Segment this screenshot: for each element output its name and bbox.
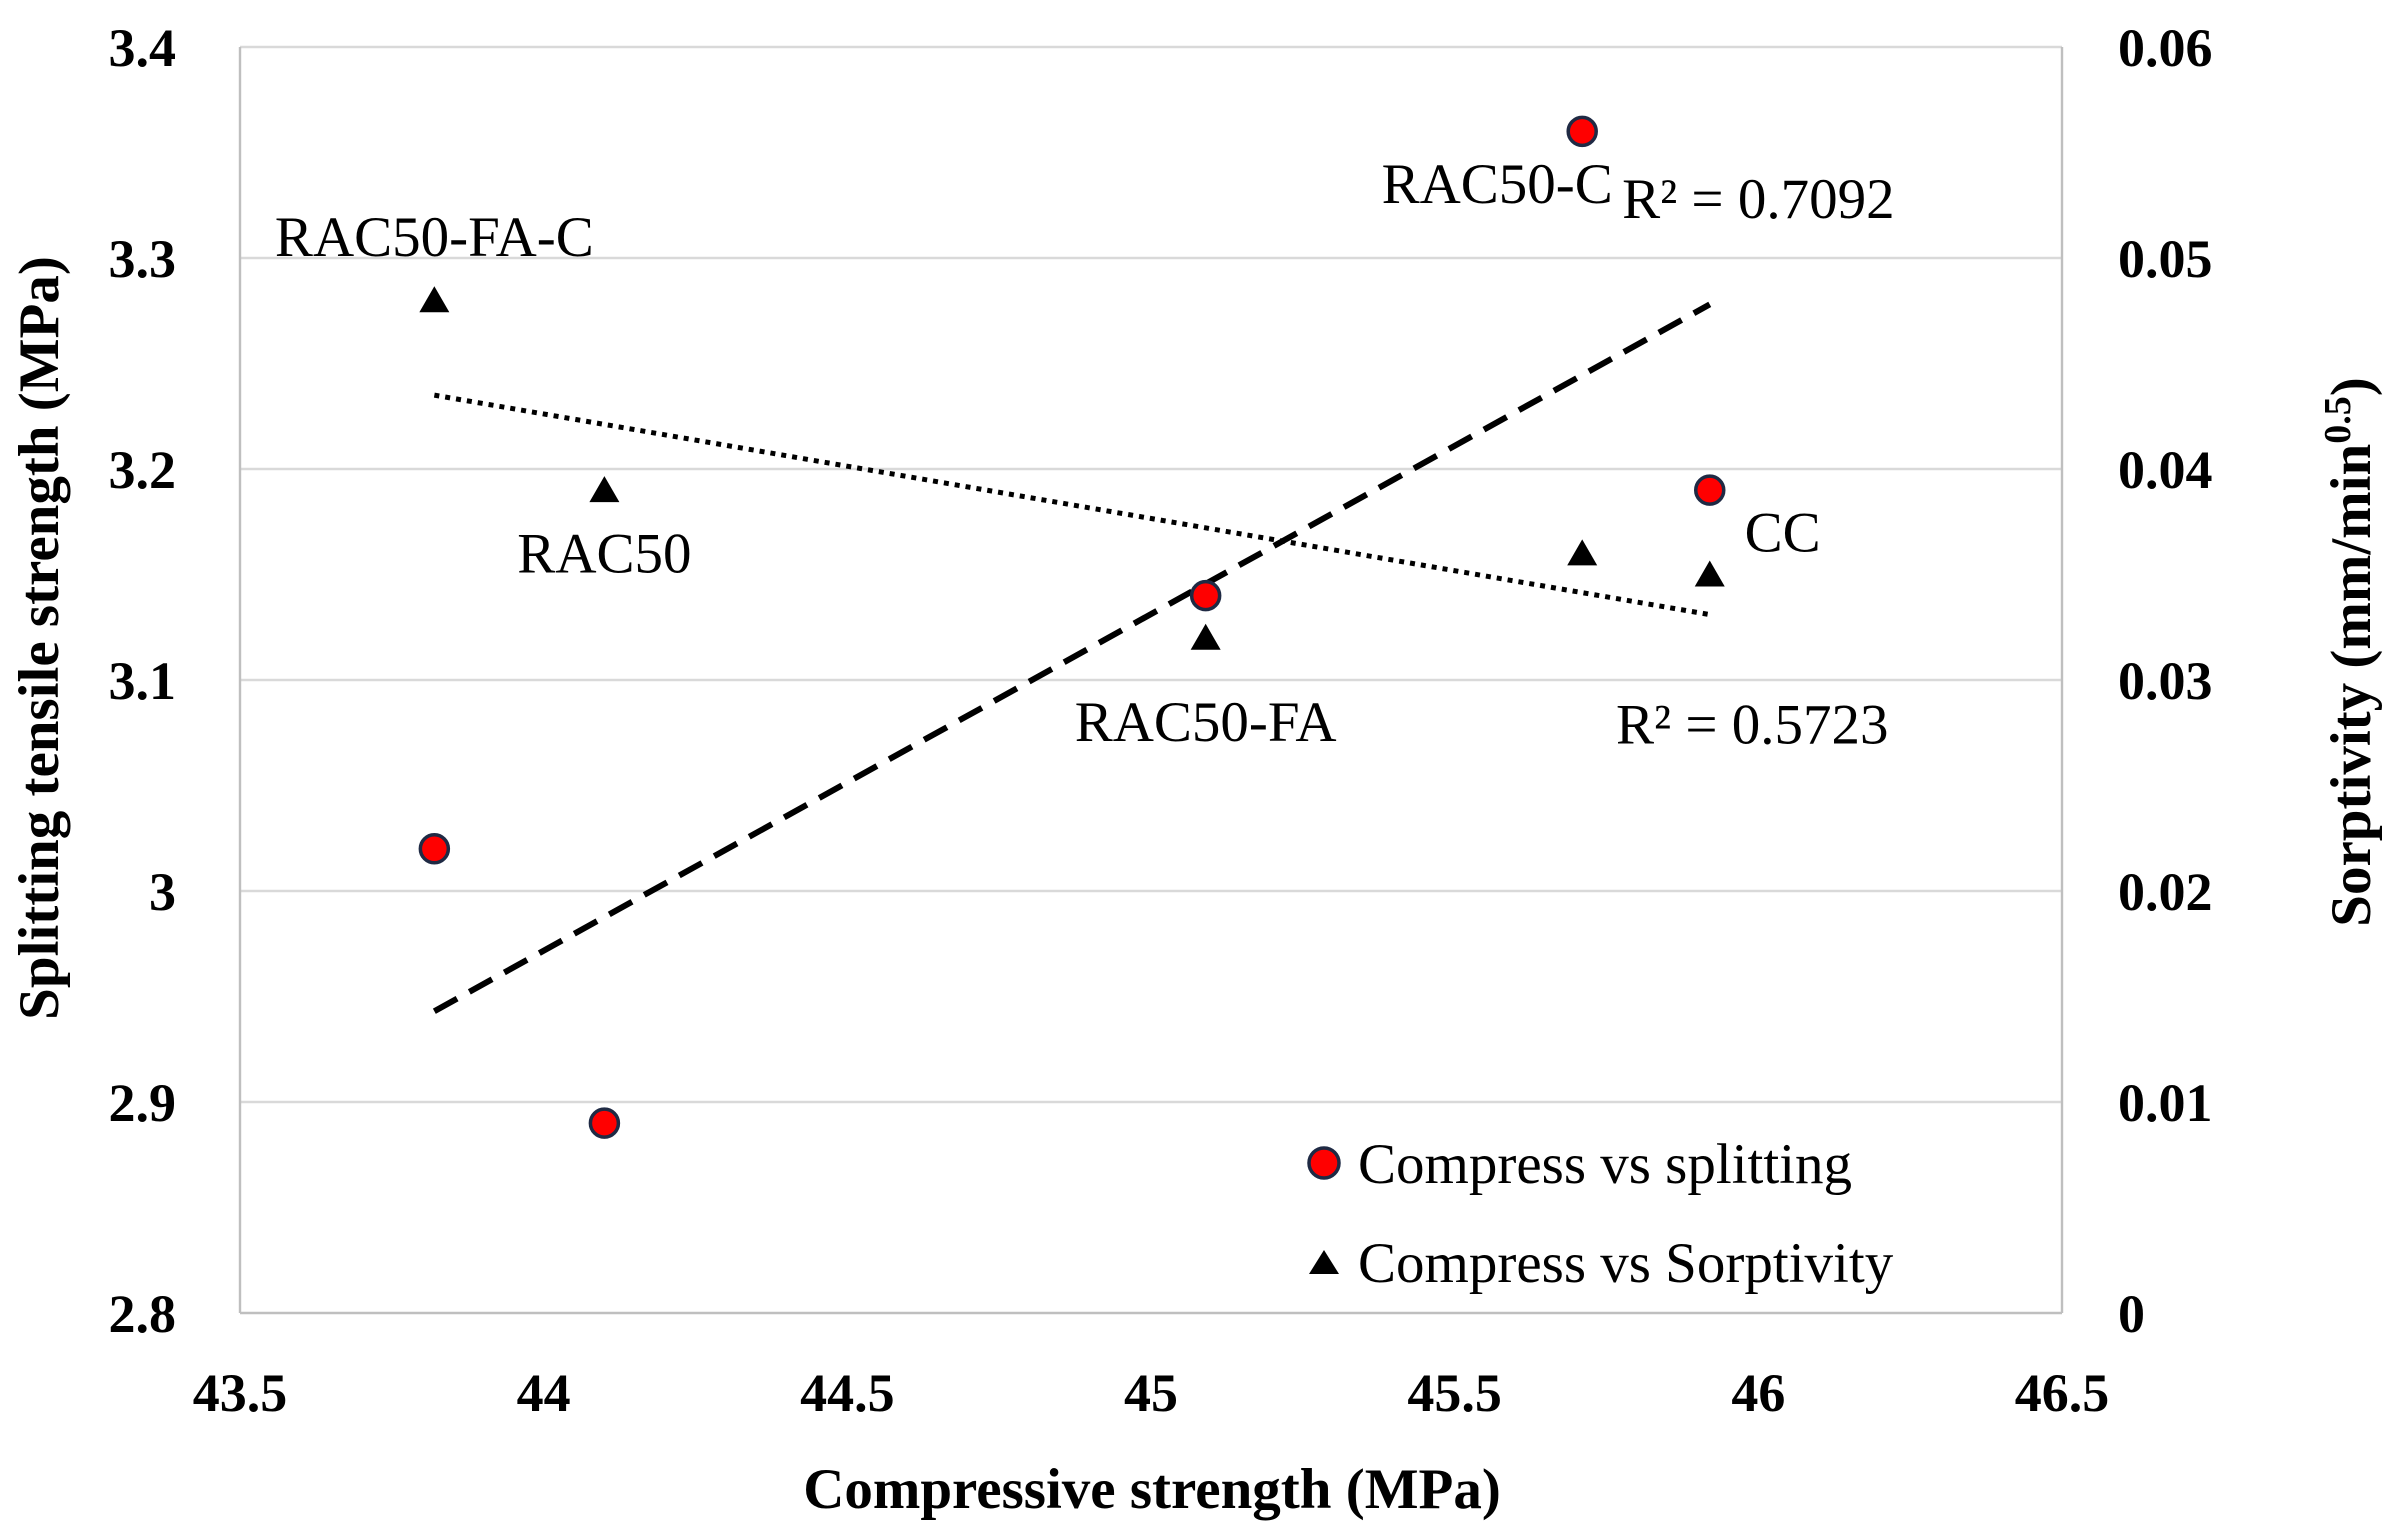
y-left-tick-label: 3.3 bbox=[109, 229, 177, 289]
y-right-tick-label: 0.06 bbox=[2118, 18, 2213, 78]
point-annotation: RAC50-FA bbox=[1075, 691, 1337, 754]
gridlines bbox=[240, 45, 2062, 1104]
data-markers bbox=[418, 115, 1726, 1139]
legend-label-splitting: Compress vs splitting bbox=[1358, 1133, 1852, 1196]
x-tick-label: 44 bbox=[517, 1363, 571, 1423]
y-right-tick-label: 0.03 bbox=[2118, 651, 2213, 711]
point-splitting bbox=[418, 833, 451, 865]
y-left-tick-label: 3.2 bbox=[109, 440, 177, 500]
y-axis-right-title-base: Sorptivity (mm/min bbox=[2320, 444, 2383, 927]
point-sorptivity bbox=[1190, 623, 1221, 650]
y-axis-left-title: Splitting tensile strength (MPa) bbox=[8, 256, 71, 1020]
point-sorptivity bbox=[1567, 539, 1598, 566]
point-annotation: CC bbox=[1745, 501, 1821, 564]
y-axis-right-title-exponent: 0.5 bbox=[2317, 396, 2359, 444]
r-squared-label: R² = 0.7092 bbox=[1622, 168, 1895, 231]
trendline-sorptivity bbox=[433, 392, 1711, 618]
legend-label-sorptivity: Compress vs Sorptivity bbox=[1358, 1232, 1894, 1295]
point-annotation: RAC50-C bbox=[1382, 153, 1613, 216]
y-right-tick-label: 0.05 bbox=[2118, 229, 2213, 289]
x-tick-label: 46.5 bbox=[2015, 1363, 2110, 1423]
x-tick-label: 44.5 bbox=[800, 1363, 895, 1423]
y-left-tick-label: 3.1 bbox=[109, 651, 177, 711]
x-axis-title: Compressive strength (MPa) bbox=[803, 1458, 1501, 1521]
y-left-tick-label: 3 bbox=[149, 862, 176, 922]
x-tick-label: 43.5 bbox=[193, 1363, 288, 1423]
x-tick-label: 45 bbox=[1124, 1363, 1178, 1423]
trendline-splitting bbox=[432, 301, 1712, 1014]
y-left-tick-label: 3.4 bbox=[109, 18, 177, 78]
legend: Compress vs splitting Compress vs Sorpti… bbox=[1307, 1133, 1894, 1295]
point-annotation: RAC50-FA-C bbox=[275, 206, 594, 269]
point-splitting bbox=[1189, 579, 1222, 612]
y-axis-right-title-tail: ) bbox=[2320, 377, 2383, 396]
point-splitting bbox=[1693, 474, 1726, 506]
trendlines bbox=[432, 301, 1712, 1014]
point-splitting bbox=[588, 1107, 621, 1139]
y-left-tick-label: 2.8 bbox=[109, 1284, 177, 1344]
point-sorptivity bbox=[589, 476, 620, 503]
axes bbox=[238, 47, 2064, 1315]
y-left-tick-label: 2.9 bbox=[109, 1073, 177, 1133]
point-splitting bbox=[1566, 115, 1598, 148]
y-right-tick-label: 0.02 bbox=[2118, 862, 2213, 922]
legend-marker-circle bbox=[1307, 1146, 1341, 1180]
y-right-tick-label: 0.01 bbox=[2118, 1073, 2213, 1133]
legend-marker-triangle bbox=[1309, 1250, 1339, 1274]
point-sorptivity bbox=[419, 286, 450, 313]
x-tick-label: 46 bbox=[1731, 1363, 1785, 1423]
chart-labels: 2.8 2.9 3 3.1 3.2 3.3 3.4 0 0.01 0.02 0.03 0.04 0.05… bbox=[109, 18, 2213, 1423]
point-sorptivity bbox=[1694, 560, 1725, 587]
point-annotation: RAC50 bbox=[517, 522, 691, 585]
y-right-tick-label: 0.04 bbox=[2118, 440, 2213, 500]
y-right-tick-label: 0 bbox=[2118, 1284, 2145, 1344]
r-squared-label: R² = 0.5723 bbox=[1616, 693, 1889, 756]
x-tick-label: 45.5 bbox=[1407, 1363, 1502, 1423]
y-axis-right-title: Sorptivity (mm/min0.5) bbox=[2317, 377, 2383, 926]
